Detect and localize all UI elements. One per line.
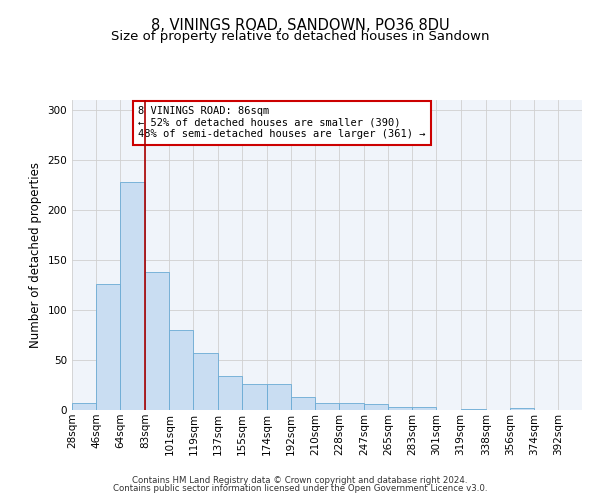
Bar bbox=[364, 404, 388, 410]
Bar bbox=[267, 384, 291, 410]
Bar bbox=[169, 330, 193, 410]
Text: Contains HM Land Registry data © Crown copyright and database right 2024.: Contains HM Land Registry data © Crown c… bbox=[132, 476, 468, 485]
Bar bbox=[510, 408, 534, 410]
Bar bbox=[242, 384, 267, 410]
Text: Contains public sector information licensed under the Open Government Licence v3: Contains public sector information licen… bbox=[113, 484, 487, 493]
Bar bbox=[339, 403, 364, 410]
Y-axis label: Number of detached properties: Number of detached properties bbox=[29, 162, 42, 348]
Bar bbox=[388, 407, 412, 410]
Bar bbox=[218, 376, 242, 410]
Bar bbox=[72, 403, 96, 410]
Bar bbox=[291, 397, 315, 410]
Bar bbox=[461, 409, 486, 410]
Bar bbox=[96, 284, 120, 410]
Bar bbox=[120, 182, 145, 410]
Text: Size of property relative to detached houses in Sandown: Size of property relative to detached ho… bbox=[111, 30, 489, 43]
Bar bbox=[315, 403, 339, 410]
Bar bbox=[193, 353, 218, 410]
Bar bbox=[412, 407, 436, 410]
Text: 8 VININGS ROAD: 86sqm
← 52% of detached houses are smaller (390)
48% of semi-det: 8 VININGS ROAD: 86sqm ← 52% of detached … bbox=[139, 106, 426, 140]
Text: 8, VININGS ROAD, SANDOWN, PO36 8DU: 8, VININGS ROAD, SANDOWN, PO36 8DU bbox=[151, 18, 449, 32]
Bar bbox=[145, 272, 169, 410]
